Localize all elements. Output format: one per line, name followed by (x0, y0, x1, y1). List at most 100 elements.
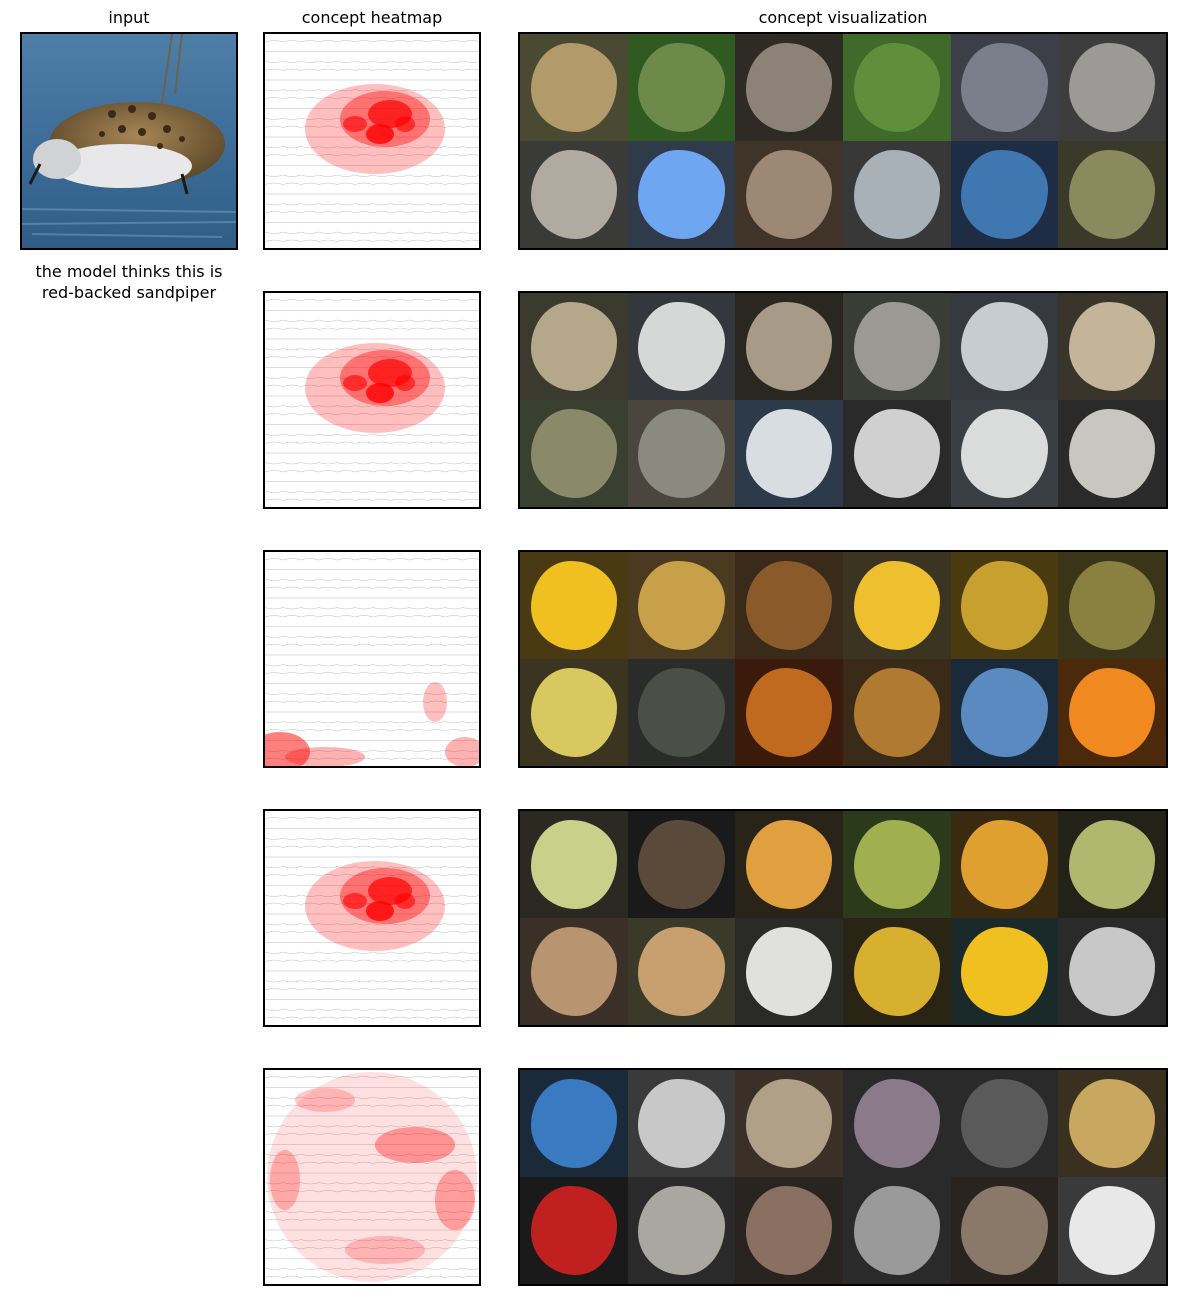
concept-example-image (842, 293, 951, 400)
concept-region (1069, 926, 1156, 1017)
sandpiper-photo (22, 34, 236, 248)
concept-example-image (627, 400, 736, 507)
concept-example-image (520, 34, 628, 141)
concept-example-image (842, 918, 951, 1025)
concept-region (961, 1185, 1048, 1276)
concept-region (530, 301, 617, 392)
concept-example-image (520, 141, 628, 248)
concept-heatmap (263, 809, 481, 1027)
concept-example-image (520, 552, 628, 659)
concept-region (530, 926, 617, 1017)
concept-example-image (1058, 659, 1166, 766)
concept-region (746, 149, 833, 240)
concept-region (961, 149, 1048, 240)
concept-region (1069, 301, 1156, 392)
concept-example-image (1058, 400, 1166, 507)
concept-visualization (518, 32, 1168, 250)
concept-example-image (842, 1177, 951, 1284)
concept-region (530, 1185, 617, 1276)
concept-example-image (950, 659, 1059, 766)
concept-region (530, 560, 617, 651)
heatmap-svg (265, 40, 479, 242)
concept-example-image (950, 552, 1059, 659)
heat-blob (423, 682, 447, 722)
visualization-column-title: concept visualization (758, 8, 928, 27)
concept-visualization (518, 291, 1168, 509)
heat-blob (395, 116, 415, 132)
concept-example-image (950, 400, 1059, 507)
concept-example-image (735, 918, 843, 1025)
concept-region (638, 926, 725, 1017)
concept-example-image (627, 552, 736, 659)
concept-region (746, 42, 833, 133)
concept-region (638, 149, 725, 240)
concept-example-image (627, 1070, 736, 1177)
concept-visualization (518, 809, 1168, 1027)
concept-example-image (950, 918, 1059, 1025)
heat-blob (345, 1236, 425, 1264)
heat-blob (435, 1170, 475, 1230)
concept-region (638, 42, 725, 133)
heat-blob (343, 375, 367, 391)
concept-heatmap (263, 550, 481, 768)
concept-region (853, 926, 940, 1017)
concept-region (746, 926, 833, 1017)
concept-visualization (518, 550, 1168, 768)
concept-example-image (735, 400, 843, 507)
heatmap-column-title: concept heatmap (301, 8, 443, 27)
concept-example-image (842, 552, 951, 659)
heat-blob (295, 1088, 355, 1112)
heat-blob (343, 893, 367, 909)
prediction-caption: the model thinks this is red-backed sand… (14, 261, 244, 303)
concept-region (961, 926, 1048, 1017)
concept-example-image (1058, 293, 1166, 400)
input-column-title: input (108, 8, 150, 27)
concept-region (961, 667, 1048, 758)
concept-region (1069, 667, 1156, 758)
concept-example-image (735, 34, 843, 141)
concept-region (961, 301, 1048, 392)
concept-example-image (950, 34, 1059, 141)
concept-example-image (627, 1177, 736, 1284)
concept-example-image (950, 293, 1059, 400)
concept-region (853, 1078, 940, 1169)
concept-region (530, 408, 617, 499)
concept-visualization (518, 1068, 1168, 1286)
concept-region (961, 408, 1048, 499)
concept-example-image (1058, 918, 1166, 1025)
concept-region (853, 667, 940, 758)
concept-example-image (842, 141, 951, 248)
concept-example-image (520, 400, 628, 507)
concept-example-image (735, 811, 843, 918)
concept-region (638, 1078, 725, 1169)
concept-region (746, 1185, 833, 1276)
concept-example-image (627, 141, 736, 248)
concept-example-image (950, 1177, 1059, 1284)
concept-region (638, 560, 725, 651)
concept-example-image (842, 1070, 951, 1177)
concept-region (853, 560, 940, 651)
concept-region (853, 819, 940, 910)
concept-example-image (950, 141, 1059, 248)
concept-example-image (950, 811, 1059, 918)
concept-example-image (842, 811, 951, 918)
input-image (20, 32, 238, 250)
concept-region (746, 819, 833, 910)
concept-region (530, 42, 617, 133)
concept-region (746, 408, 833, 499)
concept-region (638, 301, 725, 392)
concept-example-image (1058, 811, 1166, 918)
concept-example-image (842, 400, 951, 507)
concept-example-image (950, 1070, 1059, 1177)
concept-region (1069, 1078, 1156, 1169)
heat-blob (366, 901, 394, 921)
concept-region (746, 1078, 833, 1169)
concept-region (638, 1185, 725, 1276)
concept-example-image (627, 293, 736, 400)
concept-example-image (627, 659, 736, 766)
concept-example-image (627, 918, 736, 1025)
concept-region (961, 819, 1048, 910)
prediction-label: red-backed sandpiper (41, 283, 217, 302)
concept-example-image (842, 34, 951, 141)
concept-region (1069, 1185, 1156, 1276)
